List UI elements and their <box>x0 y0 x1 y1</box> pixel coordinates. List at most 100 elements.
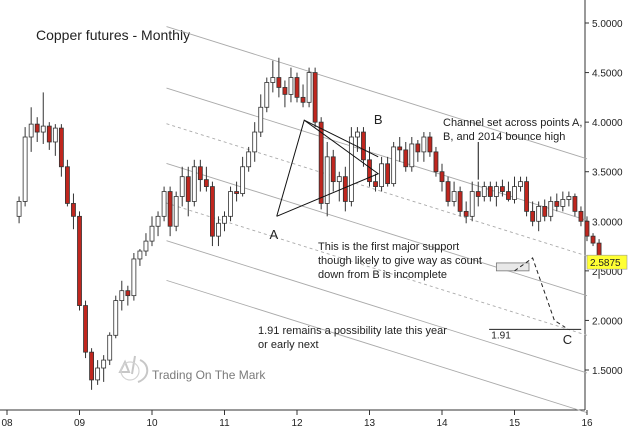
candle-body-62 <box>391 146 397 185</box>
candle-body-43 <box>276 77 282 88</box>
candle-body-35 <box>228 191 233 217</box>
y-tick-label-0: 1.5000 <box>592 366 623 377</box>
candle-body-24 <box>161 191 167 217</box>
candle-body-37 <box>240 166 246 194</box>
y-tick-label-6: 4.5000 <box>592 69 623 80</box>
candle-body-46 <box>294 77 300 98</box>
candle-body-50 <box>318 121 324 204</box>
candle-body-74 <box>463 210 469 217</box>
candle-body-47 <box>300 96 306 103</box>
level-label-1-91: 1.91 <box>491 330 511 341</box>
candle-body-94 <box>584 220 590 237</box>
candle-body-10 <box>77 215 82 306</box>
candle-body-59 <box>373 181 378 187</box>
candle-body-69 <box>433 151 439 173</box>
candle-body-18 <box>125 290 131 297</box>
candle-body-90 <box>560 199 566 207</box>
candle-body-22 <box>149 225 155 242</box>
candle-body-30 <box>197 166 203 181</box>
candle-body-15 <box>107 334 113 361</box>
candle-body-12 <box>89 351 94 381</box>
support-note-line-3: down from B is incomplete <box>318 269 447 281</box>
candle-body-86 <box>536 206 542 222</box>
candle-body-41 <box>264 82 270 108</box>
candle-body-44 <box>282 87 288 95</box>
channel-line-0 <box>166 26 588 160</box>
candle-body-42 <box>270 77 276 83</box>
candle-body-25 <box>167 191 173 227</box>
triangle-upper-edge <box>304 119 379 158</box>
candle-body-52 <box>330 156 336 183</box>
channel-line-6 <box>166 279 588 414</box>
candle-body-93 <box>578 210 584 222</box>
candle-body-77 <box>481 186 487 197</box>
x-tick-label-5: 13 <box>364 418 376 429</box>
forecast-path <box>514 257 566 328</box>
candle-body-7 <box>58 127 64 168</box>
y-tick-label-4: 3.5000 <box>592 168 623 179</box>
channel-note-line-2: B, and 2014 bounce high <box>443 131 565 143</box>
candle-body-21 <box>143 240 149 252</box>
y-tick-label-7: 5.0000 <box>592 19 623 30</box>
candle-body-40 <box>258 106 264 133</box>
candle-body-45 <box>288 77 294 95</box>
wave-overlays: A B C 1.91 2.5875 <box>269 112 628 347</box>
candle-body-31 <box>203 179 209 187</box>
candle-body-81 <box>506 191 511 200</box>
wave-label-b: B <box>374 112 383 127</box>
candle-body-67 <box>421 136 427 153</box>
triangle-pattern <box>276 119 380 217</box>
candle-body-68 <box>427 136 433 153</box>
candle-body-92 <box>572 196 578 212</box>
candle-body-3 <box>34 123 40 133</box>
candle-body-58 <box>367 159 372 183</box>
candle-body-28 <box>185 176 191 202</box>
candle-body-14 <box>101 359 107 369</box>
candle-body-39 <box>252 131 258 153</box>
candle-body-1 <box>22 136 28 202</box>
candle-body-26 <box>173 196 179 227</box>
candle-body-53 <box>336 176 342 183</box>
channel-note-line-1: Channel set across points A, <box>443 117 582 129</box>
candle-body-78 <box>487 186 493 197</box>
y-tick-label-1: 2.0000 <box>592 316 623 327</box>
candle-body-2 <box>28 123 34 138</box>
candle-body-56 <box>355 131 360 138</box>
candle-body-57 <box>361 131 366 161</box>
candle-body-80 <box>500 186 505 192</box>
candle-body-84 <box>524 181 529 212</box>
candles <box>16 57 602 390</box>
candle-body-16 <box>113 300 119 336</box>
wave-label-c: C <box>563 332 572 347</box>
x-tick-label-1: 09 <box>74 418 86 429</box>
x-tick-label-2: 10 <box>146 418 158 429</box>
candle-body-89 <box>554 201 560 207</box>
x-tick-label-4: 12 <box>291 418 303 429</box>
candle-body-34 <box>222 215 227 224</box>
candle-body-36 <box>234 191 239 194</box>
candle-body-8 <box>65 166 70 204</box>
channel-line-2 <box>166 123 588 257</box>
watermark-logo-icon <box>118 355 149 383</box>
wave-label-a: A <box>269 227 278 242</box>
support-note-line-2: though likely to give way as count <box>318 255 482 267</box>
support-zone-box <box>495 262 530 272</box>
channel-line-4 <box>166 202 588 336</box>
x-tick-label-8: 16 <box>581 418 593 429</box>
candle-body-61 <box>385 163 391 185</box>
candle-body-85 <box>530 210 536 222</box>
candle-body-48 <box>306 72 312 103</box>
candle-body-32 <box>210 186 215 237</box>
channel-lines <box>166 26 588 414</box>
candle-body-27 <box>179 176 185 197</box>
x-tick-label-0: 08 <box>1 418 13 429</box>
chart-title: Copper futures - Monthly <box>36 27 190 43</box>
candle-body-63 <box>397 146 403 151</box>
support-note-line-1: This is the first major support <box>318 241 459 253</box>
forecast-note-line-2: or early next <box>258 339 319 351</box>
candle-body-51 <box>324 156 330 204</box>
last-price-tag <box>586 254 628 270</box>
candle-body-72 <box>451 191 457 202</box>
candle-body-91 <box>566 196 572 200</box>
